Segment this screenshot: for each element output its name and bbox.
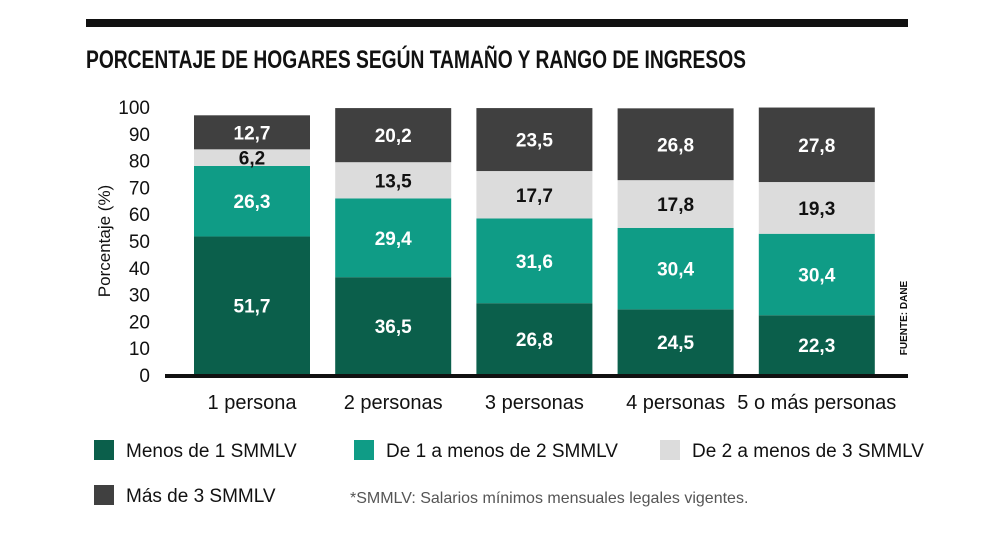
bar-segment [335,198,452,278]
data-label: 27,8 [798,136,835,157]
data-label: 26,8 [516,330,553,351]
chart-title: PORCENTAJE DE HOGARES SEGÚN TAMAÑO Y RAN… [86,44,746,74]
bar-segment [617,180,734,228]
y-tick-label: 50 [129,232,150,253]
y-tick-label: 10 [129,339,150,360]
x-tick-label: 3 personas [485,392,584,414]
data-label: 26,3 [234,192,271,213]
bar-segment [617,108,734,181]
bar-segment [476,218,593,304]
bar-segment [335,108,452,163]
bar-segment [476,108,593,172]
data-label: 19,3 [798,199,835,220]
bar-segment [194,115,310,150]
y-tick-label: 40 [129,259,150,280]
bar-segment [335,162,452,199]
y-tick-label: 30 [129,286,150,307]
bar-segment [194,165,310,237]
data-label: 17,8 [657,195,694,216]
bar-segment [476,303,593,375]
data-label: 20,2 [375,126,412,147]
data-label: 29,4 [375,229,412,250]
data-label: 26,8 [657,135,694,156]
y-tick-label: 20 [129,312,150,333]
data-label: 17,7 [516,186,553,207]
y-tick-label: 100 [118,98,150,119]
y-tick-label: 80 [129,152,150,173]
source-label: FUENTE: DANE [899,280,910,355]
legend-label: De 2 a menos de 3 SMMLV [692,441,924,462]
bar-segment [758,182,875,234]
data-label: 30,4 [657,260,694,281]
legend-swatch [94,485,114,505]
legend-swatch [354,440,374,460]
bar-segment [194,149,310,166]
legend-swatch [660,440,680,460]
legend-label: Menos de 1 SMMLV [126,441,297,462]
legend-swatch [94,440,114,460]
footnote: *SMMLV: Salarios mínimos mensuales legal… [350,490,748,507]
y-axis-label: Porcentaje (%) [95,185,114,297]
x-tick-label: 2 personas [344,392,443,414]
legend-label: De 1 a menos de 2 SMMLV [386,441,618,462]
data-label: 13,5 [375,171,412,192]
y-tick-label: 0 [139,366,150,387]
bar-segment [617,227,734,310]
data-label: 22,3 [798,336,835,357]
data-label: 24,5 [657,333,694,354]
bar-segment [758,107,875,183]
x-tick-label: 1 persona [208,392,298,414]
data-label: 6,2 [239,149,265,170]
legend-label: Más de 3 SMMLV [126,486,276,507]
bar-segment [194,236,310,375]
x-tick-label: 5 o más personas [737,392,896,414]
bar-segment [617,309,734,375]
y-tick-label: 60 [129,205,150,226]
x-tick-label: 4 personas [626,392,725,414]
bar-segment [476,171,593,219]
y-tick-label: 90 [129,125,150,146]
bar-segment [758,233,875,316]
data-label: 31,6 [516,252,553,273]
data-label: 51,7 [234,297,271,318]
y-tick-label: 70 [129,178,150,199]
x-axis-line [165,374,908,378]
bar-segment [758,315,875,375]
data-label: 36,5 [375,317,412,338]
data-label: 30,4 [798,266,835,287]
top-rule [86,19,908,27]
data-label: 23,5 [516,131,553,152]
bar-segment [335,277,452,375]
data-label: 12,7 [234,123,271,144]
